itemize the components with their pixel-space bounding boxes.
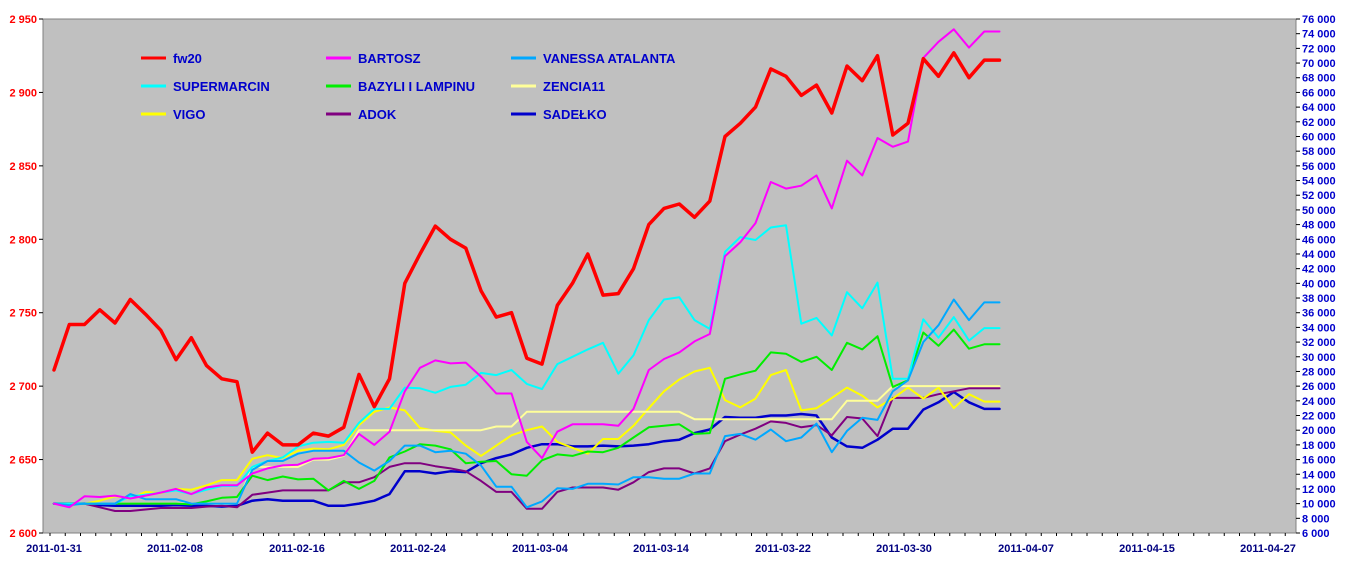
legend-label: SADEŁKO	[543, 107, 607, 122]
right-axis-tick-label: 56 000	[1302, 161, 1336, 173]
right-axis-tick-label: 30 000	[1302, 352, 1336, 364]
right-axis-tick-label: 6 000	[1302, 528, 1330, 540]
right-axis-tick-label: 20 000	[1302, 425, 1336, 437]
series-line-bartosz	[53, 28, 1001, 509]
left-axis-tick-label: 2 650	[9, 455, 37, 467]
right-axis-tick-label: 68 000	[1302, 73, 1336, 85]
x-axis-tick-label: 2011-01-31	[26, 543, 82, 555]
legend: fw20 BARTOSZ VANESSA ATALANTA SUPERMARCIN BA…	[141, 51, 676, 122]
left-axis-tick-label: 2 700	[9, 381, 37, 393]
x-axis-tick-label: 2011-02-16	[269, 543, 325, 555]
x-axis-tick-label: 2011-04-15	[1119, 543, 1175, 555]
right-axis-tick-label: 74 000	[1302, 29, 1336, 41]
left-axis-tick-label: 2 800	[9, 234, 37, 246]
x-axis-tick-label: 2011-03-22	[755, 543, 811, 555]
x-axis-tick-label: 2011-04-07	[998, 543, 1054, 555]
right-axis-tick-label: 54 000	[1302, 176, 1336, 188]
right-axis-tick-label: 40 000	[1302, 278, 1336, 290]
legend-label: VANESSA ATALANTA	[543, 51, 676, 66]
left-axis-tick-label: 2 750	[9, 308, 37, 320]
right-axis-tick-label: 48 000	[1302, 220, 1336, 232]
right-axis-tick-label: 60 000	[1302, 131, 1336, 143]
right-axis-tick-label: 10 000	[1302, 499, 1336, 511]
right-axis-tick-label: 16 000	[1302, 455, 1336, 467]
right-axis-tick-label: 52 000	[1302, 190, 1336, 202]
series-layer	[52, 28, 1002, 512]
series-line-supermarcin	[53, 224, 1001, 505]
x-axis-tick-label: 2011-02-08	[147, 543, 203, 555]
legend-label: BARTOSZ	[358, 51, 421, 66]
right-axis-tick-label: 70 000	[1302, 58, 1336, 70]
right-axis-tick-label: 64 000	[1302, 102, 1336, 114]
right-axis-tick-label: 34 000	[1302, 322, 1336, 334]
right-axis-tick-label: 46 000	[1302, 234, 1336, 246]
x-axis-tick-label: 2011-03-04	[512, 543, 569, 555]
right-axis-tick-label: 28 000	[1302, 366, 1336, 378]
right-axis-tick-label: 14 000	[1302, 469, 1336, 481]
right-axis-tick-label: 38 000	[1302, 293, 1336, 305]
series-line-bazyli-i-lampinu	[53, 328, 1001, 506]
legend-label: BAZYLI I LAMPINU	[358, 79, 475, 94]
x-axis-tick-label: 2011-04-27	[1240, 543, 1296, 555]
right-axis-tick-label: 50 000	[1302, 205, 1336, 217]
x-axis-tick-label: 2011-03-30	[876, 543, 932, 555]
right-axis-tick-label: 36 000	[1302, 308, 1336, 320]
right-axis-tick-label: 42 000	[1302, 264, 1336, 276]
legend-label: VIGO	[173, 107, 206, 122]
right-axis-tick-label: 58 000	[1302, 146, 1336, 158]
right-axis-tick-label: 12 000	[1302, 484, 1336, 496]
right-axis-tick-label: 22 000	[1302, 411, 1336, 423]
axis-layer: 2 600 2 650 2 700 2 750 2 800 2 850 2 900 2 950…	[9, 14, 1335, 555]
left-axis-tick-label: 2 850	[9, 161, 37, 173]
right-axis-tick-label: 76 000	[1302, 14, 1336, 26]
legend-label: ADOK	[358, 107, 397, 122]
plot-area	[42, 18, 1297, 534]
series-line-vigo	[53, 366, 1001, 505]
left-axis-tick-label: 2 600	[9, 528, 37, 540]
legend-label: ZENCIA11	[543, 79, 605, 94]
right-axis-tick-label: 32 000	[1302, 337, 1336, 349]
x-axis-tick-label: 2011-03-14	[633, 543, 690, 555]
series-line-fw20	[52, 51, 1002, 454]
right-axis-tick-label: 26 000	[1302, 381, 1336, 393]
right-axis-tick-label: 66 000	[1302, 87, 1336, 99]
right-axis-tick-label: 18 000	[1302, 440, 1336, 452]
right-axis-tick-label: 24 000	[1302, 396, 1336, 408]
left-axis-tick-label: 2 900	[9, 87, 37, 99]
legend-label: SUPERMARCIN	[173, 79, 270, 94]
right-axis-tick-label: 8 000	[1302, 513, 1330, 525]
series-line-vanessa-atalanta	[53, 298, 1001, 509]
series-line-adok	[53, 387, 1001, 512]
legend-label: fw20	[173, 51, 202, 66]
right-axis-tick-label: 72 000	[1302, 43, 1336, 55]
right-axis-tick-label: 44 000	[1302, 249, 1336, 261]
right-axis-tick-label: 62 000	[1302, 117, 1336, 129]
x-axis-tick-label: 2011-02-24	[390, 543, 447, 555]
left-axis-tick-label: 2 950	[9, 14, 37, 26]
